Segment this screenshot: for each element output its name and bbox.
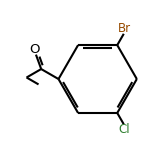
Text: O: O	[29, 43, 40, 56]
Text: Cl: Cl	[118, 123, 130, 136]
Text: Br: Br	[118, 22, 131, 35]
